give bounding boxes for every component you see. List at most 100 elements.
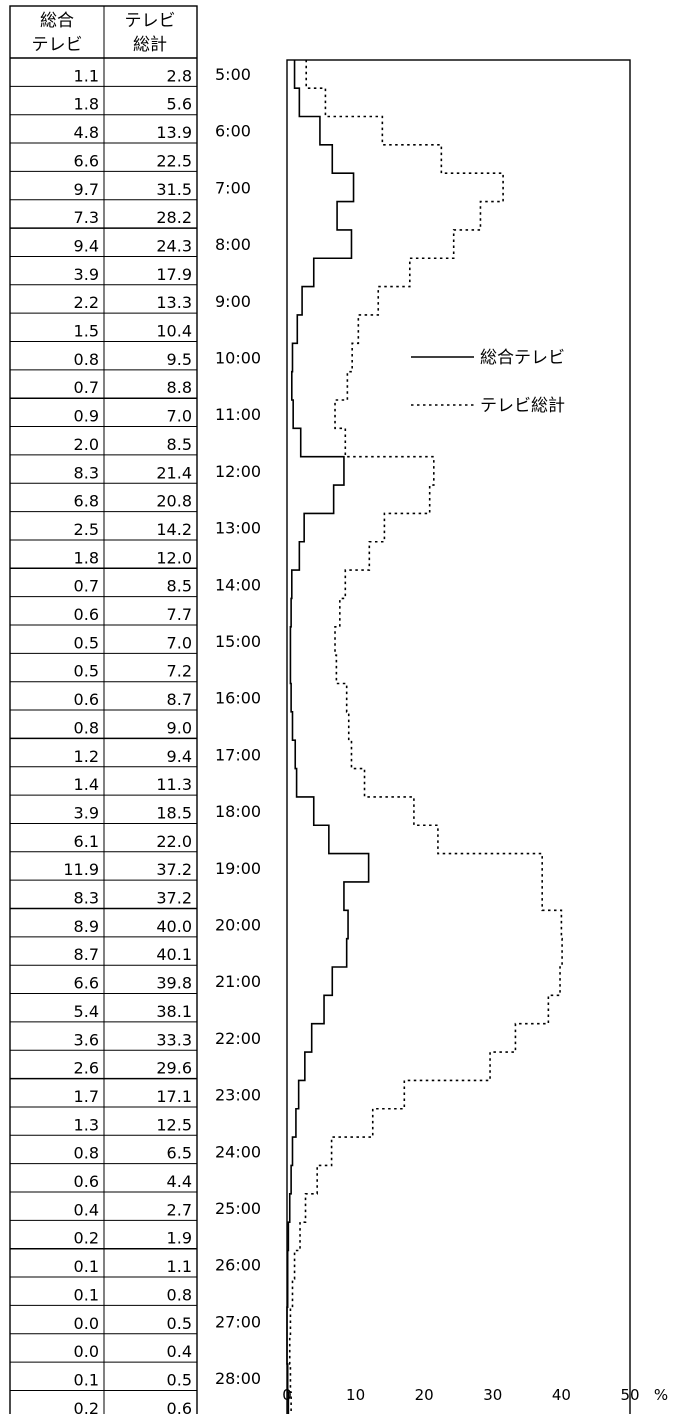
time-label: 12:00 [215,462,261,481]
table-cell-tv-total: 0.5 [167,1314,192,1333]
table-cell-sogo-tv: 0.1 [74,1257,99,1276]
time-label: 15:00 [215,632,261,651]
table-cell-tv-total: 2.7 [167,1200,192,1219]
table-cell-tv-total: 8.5 [167,435,192,454]
plot-area: 0 10 20 30 40 50 % [282,59,668,1414]
table-cell-sogo-tv: 1.8 [74,548,99,567]
table-cell-sogo-tv: 0.1 [74,1370,99,1389]
table-cell-tv-total: 5.6 [167,95,192,114]
table-cell-tv-total: 9.4 [167,747,192,766]
table-cell-tv-total: 7.7 [167,605,192,624]
legend-label-tv-total: テレビ総計 [480,396,565,416]
table-cell-tv-total: 20.8 [156,492,192,511]
series-line-sogo-tv [286,59,370,1414]
table-cell-sogo-tv: 1.2 [74,747,99,766]
table-cell-sogo-tv: 0.2 [74,1399,99,1414]
table-cell-sogo-tv: 1.7 [74,1087,99,1106]
table-cell-sogo-tv: 0.2 [74,1229,99,1248]
table-cell-sogo-tv: 6.6 [74,151,99,170]
table-cell-sogo-tv: 4.8 [74,123,99,142]
table-cell-sogo-tv: 8.7 [74,945,99,964]
table-cell-sogo-tv: 6.1 [74,832,99,851]
time-label: 13:00 [215,519,261,538]
table-cell-tv-total: 9.0 [167,718,192,737]
table-cell-sogo-tv: 2.2 [74,293,99,312]
time-axis-labels: 5:00 6:00 7:00 8:00 9:00 10:00 11:00 12:00 13:00… [215,65,261,1388]
table-cell-sogo-tv: 1.5 [74,322,99,341]
legend-label-sogo-tv: 総合テレビ [480,348,565,368]
table-cell-tv-total: 37.2 [156,889,192,908]
table-cell-tv-total: 13.3 [156,293,192,312]
time-label: 24:00 [215,1142,261,1161]
table-cell-tv-total: 1.9 [167,1229,192,1248]
table-cell-tv-total: 8.8 [167,378,192,397]
table-cell-tv-total: 31.5 [156,180,192,199]
time-label: 7:00 [215,178,251,197]
table-rows: 1.1 2.8 1.8 5.6 4.8 13.9 6.6 22.5 9.7 31.5 7.3 28.2… [10,66,197,1414]
table-cell-tv-total: 18.5 [156,803,192,822]
table-cell-sogo-tv: 0.6 [74,605,99,624]
time-label: 14:00 [215,575,261,594]
x-axis-ticks: 0 10 20 30 40 50 [282,1386,639,1404]
table-cell-sogo-tv: 0.7 [74,378,99,397]
table-cell-sogo-tv: 1.8 [74,95,99,114]
table-cell-sogo-tv: 9.4 [74,236,99,255]
table-cell-tv-total: 0.4 [167,1342,192,1361]
table-cell-sogo-tv: 1.3 [74,1115,99,1134]
table-cell-tv-total: 1.1 [167,1257,192,1276]
time-label: 16:00 [215,689,261,708]
table-cell-tv-total: 7.0 [167,407,192,426]
x-axis-unit: % [654,1386,668,1404]
table-cell-tv-total: 10.4 [156,322,192,341]
time-label: 17:00 [215,745,261,764]
table-cell-sogo-tv: 2.5 [74,520,99,539]
table-cell-tv-total: 4.4 [167,1172,192,1191]
time-label: 5:00 [215,65,251,84]
table-cell-sogo-tv: 0.7 [74,577,99,596]
table-cell-sogo-tv: 6.8 [74,492,99,511]
legend: 総合テレビ テレビ総計 [411,348,565,416]
x-tick-label: 0 [282,1386,292,1404]
table-cell-tv-total: 8.5 [167,577,192,596]
time-label: 27:00 [215,1312,261,1331]
table-cell-sogo-tv: 0.6 [74,690,99,709]
table-cell-tv-total: 22.5 [156,151,192,170]
x-tick-label: 10 [346,1386,365,1404]
time-label: 21:00 [215,972,261,991]
table-cell-tv-total: 40.0 [156,917,192,936]
table-cell-tv-total: 9.5 [167,350,192,369]
x-tick-label: 40 [552,1386,571,1404]
table-cell-sogo-tv: 0.6 [74,1172,99,1191]
table-cell-sogo-tv: 3.9 [74,265,99,284]
table-cell-sogo-tv: 0.8 [74,350,99,369]
table-cell-tv-total: 12.5 [156,1115,192,1134]
data-table: 総合 テレビ テレビ 総計 1.1 2.8 1.8 5.6 4.8 13.9 6.6 22.5… [9,5,198,1414]
table-cell-sogo-tv: 9.7 [74,180,99,199]
table-cell-tv-total: 33.3 [156,1030,192,1049]
table-cell-tv-total: 22.0 [156,832,192,851]
table-cell-sogo-tv: 8.3 [74,889,99,908]
table-cell-sogo-tv: 0.8 [74,1144,99,1163]
time-label: 23:00 [215,1086,261,1105]
time-label: 26:00 [215,1256,261,1275]
table-cell-sogo-tv: 7.3 [74,208,99,227]
table-cell-tv-total: 0.5 [167,1370,192,1389]
table-cell-sogo-tv: 1.1 [74,66,99,85]
table-cell-sogo-tv: 0.5 [74,662,99,681]
table-cell-sogo-tv: 2.6 [74,1059,99,1078]
series-line-tv-total [288,59,563,1414]
header-1-line-1: 総合 [40,11,74,31]
table-cell-tv-total: 29.6 [156,1059,192,1078]
table-cell-tv-total: 0.6 [167,1399,192,1414]
header-1-line-2: テレビ [32,35,83,55]
table-cell-sogo-tv: 0.5 [74,633,99,652]
table-cell-sogo-tv: 0.0 [74,1342,99,1361]
table-cell-tv-total: 38.1 [156,1002,192,1021]
table-cell-tv-total: 24.3 [156,236,192,255]
table-cell-tv-total: 17.9 [156,265,192,284]
time-label: 18:00 [215,802,261,821]
table-cell-tv-total: 14.2 [156,520,192,539]
table-cell-sogo-tv: 0.9 [74,407,99,426]
time-label: 9:00 [215,292,251,311]
